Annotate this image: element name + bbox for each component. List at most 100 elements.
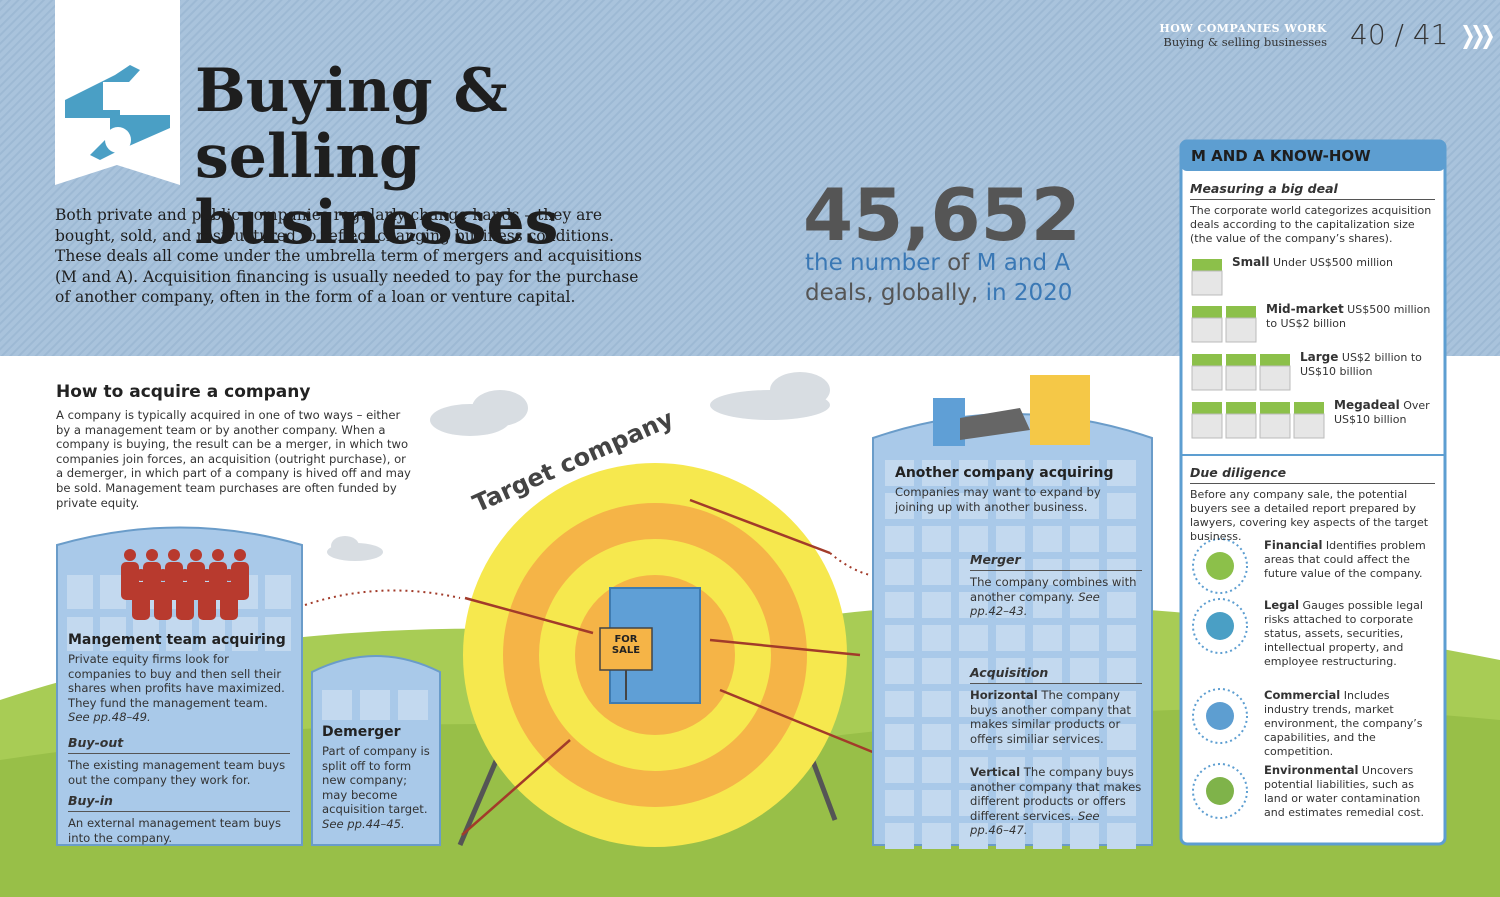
decor-line — [709, 638, 861, 657]
tier: Mid-market US$500 million to US$2 billio… — [1266, 302, 1443, 331]
decor-path — [65, 65, 140, 118]
decor-div: Buy-in An external management team buys i… — [68, 793, 290, 845]
tier-name: Large — [1300, 350, 1339, 364]
ref: See pp.48–49. — [68, 710, 151, 725]
decor-circle — [135, 569, 147, 581]
sign: FOR SALE — [611, 634, 641, 656]
decor-rect — [1293, 413, 1325, 439]
heading: Due diligence — [1190, 465, 1435, 484]
decor-rect — [1070, 823, 1099, 849]
text: Part of company is split off to form new… — [322, 744, 430, 817]
tier-text: US$2 billion to US$10 billion — [1300, 351, 1422, 378]
decor-circle — [1206, 702, 1234, 730]
tier-text: Over US$10 billion — [1334, 399, 1430, 426]
decor-g — [1191, 259, 1325, 439]
text: The company buys another company that ma… — [970, 688, 1131, 746]
decor-rect — [959, 493, 988, 519]
decor-rect — [398, 690, 428, 720]
decor-rect — [100, 617, 126, 651]
decor-rect — [1107, 658, 1136, 684]
decor-rect — [996, 757, 1025, 783]
decor-rect — [220, 582, 238, 620]
decor-rect — [1033, 658, 1062, 684]
decor-path — [829, 552, 871, 576]
decor-rect — [885, 757, 914, 783]
ref: See pp.44–45. — [322, 816, 405, 831]
vertical: Vertical The company buys another compan… — [970, 765, 1142, 838]
term: Vertical — [970, 765, 1021, 779]
sidebar-title: M AND A KNOW-HOW — [1191, 147, 1371, 165]
decor-circle — [146, 549, 158, 561]
text: The company combines with another compan… — [970, 575, 1137, 604]
decor-rect — [959, 526, 988, 552]
dd-item: Commercial Includes industry trends, mar… — [1264, 688, 1436, 759]
decor-line — [689, 498, 831, 555]
decor-rect — [1070, 658, 1099, 684]
decor-rect — [959, 658, 988, 684]
decor-path — [304, 589, 461, 606]
decor-line — [464, 596, 594, 635]
dd-text: Gauges possible legal risks attached to … — [1264, 599, 1423, 668]
decor-path — [1483, 25, 1493, 49]
decor-rect — [1070, 790, 1099, 816]
dd-text: Identifies problem areas that could affe… — [1264, 539, 1426, 580]
decor-rect — [885, 625, 914, 651]
decor-rect — [1033, 493, 1062, 519]
decor-div: Buy-out The existing management team buys… — [68, 735, 290, 787]
decor-rect — [1033, 724, 1062, 750]
decor-rect — [176, 582, 194, 620]
decor-rect — [885, 823, 914, 849]
decor-div: The company combines with another compan… — [970, 575, 1142, 619]
decor-rect — [996, 559, 1025, 585]
heading: How to acquire a company — [56, 382, 311, 402]
decor-rect — [1225, 317, 1257, 343]
text: A company is typically acquired in one o… — [56, 408, 411, 510]
page-numbers: 40 / 41 — [1350, 18, 1449, 51]
decor-div: Private equity firms look for companies … — [68, 652, 290, 725]
decor-rect — [885, 592, 914, 618]
decor-rect — [132, 582, 150, 620]
decor-rect — [232, 617, 258, 651]
decor-rect — [1226, 306, 1256, 318]
decor-rect — [1033, 823, 1062, 849]
decor-rect — [67, 575, 93, 609]
dd-item: Legal Gauges possible legal risks attach… — [1264, 598, 1436, 669]
tier: Large US$2 billion to US$10 billion — [1300, 350, 1443, 379]
decor-circle — [212, 549, 224, 561]
decor-rect — [1070, 526, 1099, 552]
decor-rect — [996, 625, 1025, 651]
decor-ellipse — [331, 536, 359, 556]
decor-rect — [885, 559, 914, 585]
decor-rect — [1070, 757, 1099, 783]
decor-rect — [1192, 354, 1222, 366]
decor-rect — [265, 575, 291, 609]
decor-circle — [168, 549, 180, 561]
tier-text: US$500 million to US$2 billion — [1266, 303, 1431, 330]
decor-rect — [959, 790, 988, 816]
decor-rect — [599, 627, 653, 671]
decor-rect — [103, 82, 129, 110]
decor-rect — [922, 823, 951, 849]
decor-rect — [922, 757, 951, 783]
decor-rect — [1107, 526, 1136, 552]
decor-rect — [1070, 724, 1099, 750]
decor-rect — [1191, 270, 1223, 296]
decor-rect — [1033, 691, 1062, 717]
text: The corporate world categorizes acquisit… — [1190, 204, 1432, 245]
decor-rect — [1107, 724, 1136, 750]
decor-rect — [1070, 460, 1099, 486]
text: The company buys another company that ma… — [970, 765, 1142, 823]
decor-line — [461, 739, 571, 836]
tier: Small Under US$500 million — [1232, 255, 1443, 270]
text: Companies may want to expand by joining … — [895, 485, 1101, 514]
stat-number: 45,652 — [803, 173, 1081, 257]
decor-circle — [1192, 763, 1248, 819]
demerger: Demerger Part of company is split off to… — [322, 724, 434, 832]
dd-text: Includes industry trends, market environ… — [1264, 689, 1423, 758]
decor-circle — [1206, 552, 1234, 580]
caption-part: in 2020 — [985, 280, 1073, 306]
text: Private equity firms look for companies … — [68, 652, 285, 710]
